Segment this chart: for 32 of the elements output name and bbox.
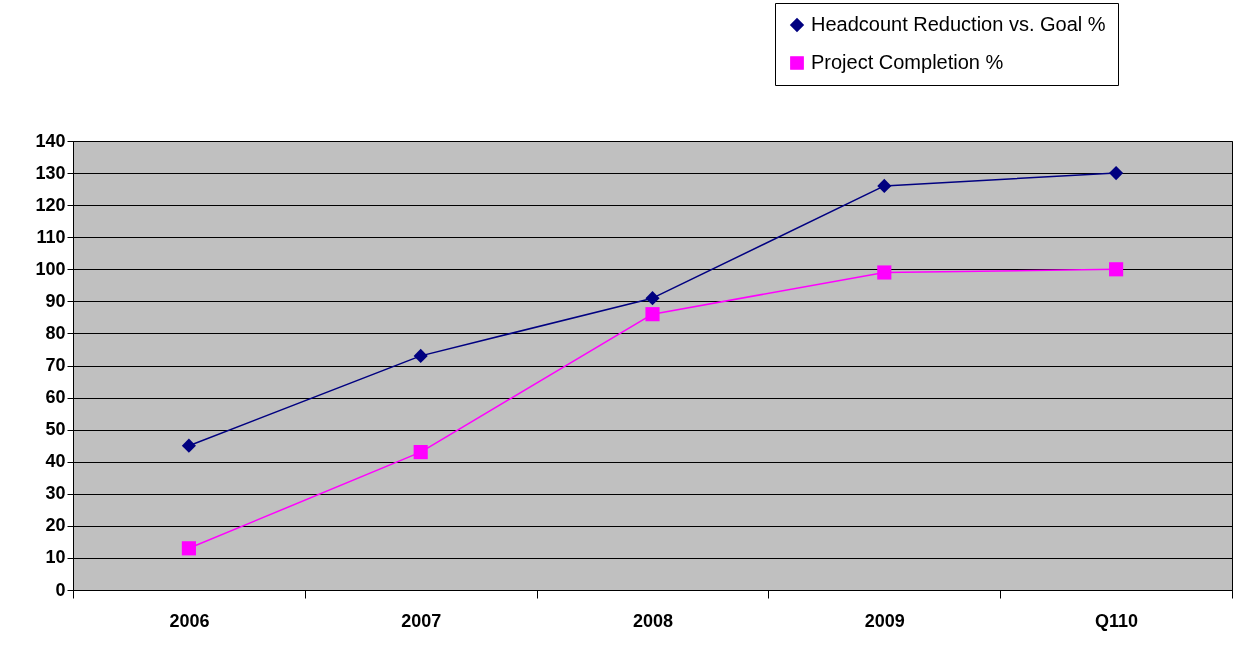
- point: [645, 291, 660, 306]
- x-tick-label: 2009: [864, 610, 905, 631]
- legend-label: Project Completion %: [811, 51, 1004, 73]
- y-tick-label: 20: [45, 515, 66, 536]
- y-tick-label: 40: [45, 451, 66, 472]
- y-tick-label: 50: [45, 419, 66, 440]
- point: [413, 348, 428, 363]
- x-tick-label: 2007: [401, 610, 442, 631]
- y-tick-label: 110: [36, 226, 66, 247]
- y-tick-label: 120: [35, 194, 66, 215]
- point: [645, 307, 660, 322]
- y-tick-label: 140: [35, 130, 66, 151]
- y-tick-label: 100: [35, 258, 66, 279]
- x-tick-label: Q110: [1095, 610, 1139, 631]
- point: [181, 438, 196, 453]
- y-tick-label: 0: [55, 579, 66, 600]
- y-tick-label: 10: [45, 547, 66, 568]
- y-tick-label: 90: [45, 290, 66, 311]
- y-tick-label: 60: [45, 387, 66, 408]
- x-tick-label: 2008: [632, 610, 674, 631]
- legend-label: Headcount Reduction vs. Goal %: [811, 13, 1106, 35]
- point: [1109, 262, 1124, 277]
- point: [877, 265, 892, 280]
- point: [413, 445, 428, 460]
- x-tick-label: 2006: [169, 610, 210, 631]
- point: [877, 178, 892, 193]
- y-tick-label: 30: [45, 483, 66, 504]
- y-tick-label: 80: [45, 322, 66, 343]
- y-tick-label: 130: [35, 162, 66, 183]
- point: [1109, 166, 1124, 181]
- point: [181, 541, 196, 556]
- y-tick-label: 70: [45, 355, 66, 375]
